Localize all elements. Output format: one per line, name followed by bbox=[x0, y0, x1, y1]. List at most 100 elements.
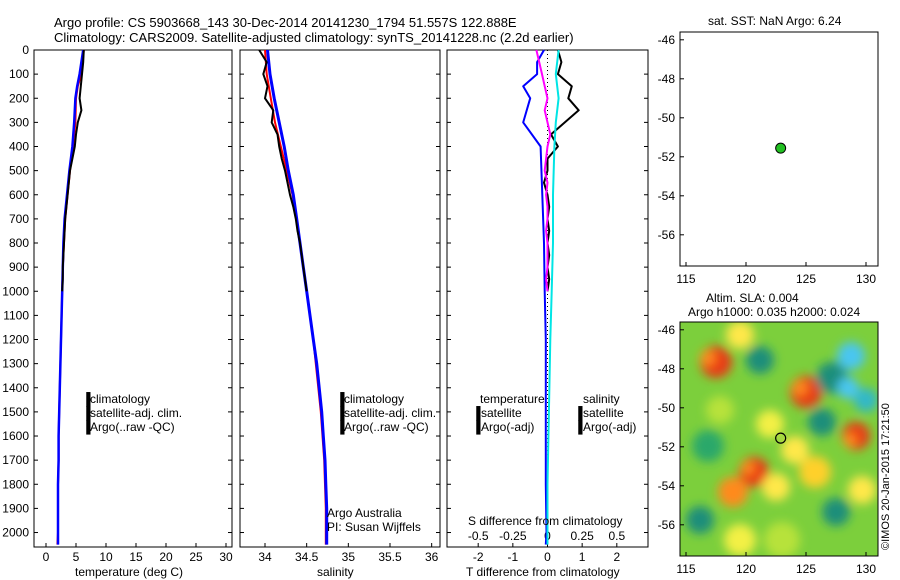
difference-legend: temperature salinity ▐ satellite ▐ Argo(… bbox=[472, 392, 636, 435]
sla-anomaly-blob bbox=[706, 396, 734, 424]
legend-swatch-temp-argo: ▐ bbox=[472, 420, 481, 435]
temperature-panel: 0 5 10 15 20 25 30 temperature (deg C) ▐ clima… bbox=[33, 49, 233, 579]
x-tick-label: 30 bbox=[219, 550, 233, 564]
map-x-tick-label: 130 bbox=[856, 562, 876, 576]
x-tick-label: 35.5 bbox=[378, 550, 402, 564]
map-x-tick-label: 120 bbox=[736, 272, 756, 286]
depth-tick-label: 1000 bbox=[2, 284, 29, 298]
depth-tick-label: 0 bbox=[22, 43, 29, 57]
salinity-xlabel: salinity bbox=[317, 565, 354, 579]
legend-header-temperature: temperature bbox=[480, 392, 545, 406]
depth-tick-label: 2000 bbox=[2, 526, 29, 540]
x-tick-label: 5 bbox=[73, 550, 80, 564]
s-tick-label: 0.5 bbox=[608, 529, 625, 543]
legend-label-climatology: climatology bbox=[344, 392, 404, 406]
map-y-tick-label: -56 bbox=[658, 228, 676, 242]
x-tick-label: 25 bbox=[189, 550, 203, 564]
legend-swatch-satellite: ▐ bbox=[336, 406, 345, 421]
sla-anomaly-blob bbox=[718, 477, 748, 507]
depth-tick-label: 1300 bbox=[2, 357, 29, 371]
legend-swatch-argo: ▐ bbox=[336, 420, 345, 435]
temperature-line-2 bbox=[61, 49, 85, 292]
map-y-tick-label: -54 bbox=[658, 479, 676, 493]
sla-anomaly-blob bbox=[848, 476, 876, 504]
depth-tick-label: 1500 bbox=[2, 405, 29, 419]
x-tick-label: -1 bbox=[508, 550, 519, 564]
sla-anomaly-blob bbox=[764, 522, 800, 556]
map-y-tick-label: -46 bbox=[658, 33, 676, 47]
depth-tick-label: 1600 bbox=[2, 429, 29, 443]
sla-anomaly-blob bbox=[692, 430, 724, 462]
legend-label-satellite: satellite-adj. clim. bbox=[344, 406, 436, 420]
sla-anomaly-blob bbox=[837, 377, 859, 399]
depth-axis: 0 100 200 300 400 500 600 700 800 900 1000 1100 1200… bbox=[2, 43, 29, 540]
map-y-tick-label: -46 bbox=[658, 323, 676, 337]
difference-line-1 bbox=[543, 49, 580, 292]
t-difference-label: T difference from climatology bbox=[466, 565, 620, 579]
difference-panel: -2 -1 0 1 2-0.5 -0.25 0 0.25 0.5 S difference fr… bbox=[446, 49, 649, 579]
temperature-line-1 bbox=[56, 49, 85, 545]
legend-label-argo: Argo(..raw -QC) bbox=[90, 420, 175, 434]
header-line-1: Argo profile: CS 5903668_143 30-Dec-2014… bbox=[54, 15, 517, 30]
depth-tick-label: 1900 bbox=[2, 501, 29, 515]
sla-anomaly-blob bbox=[792, 380, 808, 396]
sla-anomaly-blob bbox=[756, 410, 784, 438]
depth-tick-label: 300 bbox=[9, 115, 29, 129]
legend-swatch-sal-argo: ▐ bbox=[574, 420, 583, 435]
argo-float-marker bbox=[775, 432, 787, 444]
sla-anomaly-blob bbox=[799, 456, 831, 488]
sla-anomaly-blob bbox=[781, 436, 809, 464]
map-y-tick-label: -50 bbox=[658, 111, 676, 125]
depth-tick-label: 500 bbox=[9, 164, 29, 178]
depth-tick-label: 700 bbox=[9, 212, 29, 226]
argo-float-marker bbox=[775, 142, 787, 154]
sla-anomaly-blob bbox=[724, 524, 756, 556]
legend-swatch-sal-satellite: ▐ bbox=[574, 406, 583, 421]
difference-line-3 bbox=[535, 49, 552, 292]
depth-tick-label: 1400 bbox=[2, 381, 29, 395]
map-y-tick-label: -54 bbox=[658, 189, 676, 203]
altimetry-title-2: Argo h1000: 0.035 h2000: 0.024 bbox=[688, 305, 860, 319]
sst-map-axes bbox=[679, 31, 879, 267]
x-tick-label: 15 bbox=[129, 550, 143, 564]
legend-swatch-temp-satellite: ▐ bbox=[472, 406, 481, 421]
legend-label-temp-satellite: satellite bbox=[481, 406, 522, 420]
legend-swatch-climatology: ▐ bbox=[82, 392, 91, 407]
legend-header-salinity: salinity bbox=[583, 392, 620, 406]
sla-anomaly-blob bbox=[741, 461, 755, 475]
map-y-tick-label: -48 bbox=[658, 362, 676, 376]
temperature-legend: ▐ climatology ▐ satellite-adj. clim. ▐ A… bbox=[82, 392, 182, 435]
x-tick-label: 34.5 bbox=[295, 550, 319, 564]
s-tick-label: -0.5 bbox=[468, 529, 489, 543]
legend-swatch-argo: ▐ bbox=[82, 420, 91, 435]
depth-tick-label: 400 bbox=[9, 140, 29, 154]
map-x-tick-label: 115 bbox=[676, 562, 695, 576]
s-tick-label: -0.25 bbox=[499, 529, 527, 543]
x-tick-label: 1 bbox=[579, 550, 586, 564]
difference-line-0 bbox=[522, 49, 548, 545]
float-pi: PI: Susan Wijffels bbox=[327, 520, 421, 534]
salinity-axes bbox=[239, 49, 441, 548]
x-tick-label: 0 bbox=[43, 550, 50, 564]
x-tick-label: 0 bbox=[544, 550, 551, 564]
imos-timestamp: ©IMOS 20-Jan-2015 17:21:50 bbox=[880, 403, 892, 550]
salinity-line-1 bbox=[266, 49, 329, 545]
temperature-xlabel: temperature (deg C) bbox=[75, 565, 183, 579]
legend-label-argo: Argo(..raw -QC) bbox=[344, 420, 429, 434]
map-x-tick-label: 130 bbox=[856, 272, 876, 286]
map-x-tick-label: 120 bbox=[736, 562, 756, 576]
map-x-tick-label: 115 bbox=[676, 272, 695, 286]
legend-label-sal-argo: Argo(-adj) bbox=[583, 420, 636, 434]
sla-anomaly-blob bbox=[726, 322, 754, 349]
depth-tick-label: 100 bbox=[9, 67, 29, 81]
x-tick-label: 20 bbox=[159, 550, 173, 564]
sla-anomaly-blob bbox=[746, 346, 774, 374]
temperature-axes bbox=[33, 49, 233, 548]
altimetry-map-panel: Altim. SLA: 0.004 Argo h1000: 0.035 h200… bbox=[658, 291, 892, 576]
depth-tick-label: 1700 bbox=[2, 453, 29, 467]
sla-anomaly-blob bbox=[837, 342, 865, 370]
map-y-tick-label: -56 bbox=[658, 518, 676, 532]
depth-tick-label: 800 bbox=[9, 236, 29, 250]
legend-label-temp-argo: Argo(-adj) bbox=[481, 420, 534, 434]
